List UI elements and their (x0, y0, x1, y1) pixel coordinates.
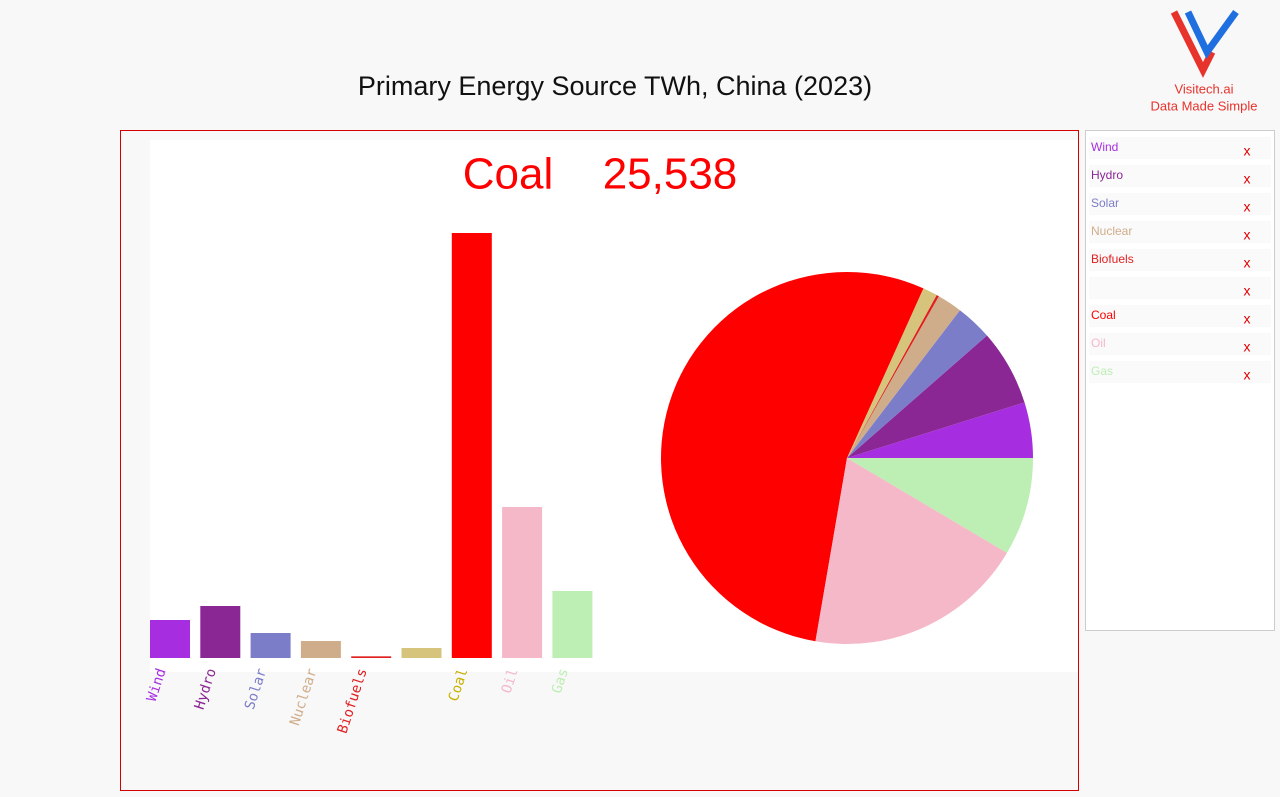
legend-label: Oil (1091, 336, 1106, 350)
pie-slice (847, 310, 987, 458)
legend-label: Coal (1091, 308, 1116, 322)
legend-row (1089, 221, 1271, 243)
bar (200, 605, 241, 658)
legend-label: Solar (1091, 196, 1119, 210)
pie-slice (847, 295, 939, 458)
legend-remove[interactable]: x (1244, 255, 1251, 271)
pie-slice (847, 288, 937, 458)
bar (451, 233, 492, 658)
logo-tagline: Data Made Simple (1151, 98, 1258, 113)
legend-label: Biofuels (1091, 252, 1134, 266)
pie-slice (847, 335, 1025, 458)
legend-remove[interactable]: x (1244, 367, 1251, 383)
legend-row (1089, 361, 1271, 383)
logo-brand: Visitech.ai (1174, 81, 1233, 96)
legend-remove[interactable]: x (1244, 199, 1251, 215)
bar (552, 590, 593, 658)
legend-remove[interactable]: x (1244, 339, 1251, 355)
legend-label: Hydro (1091, 168, 1123, 182)
legend-label: Wind (1091, 140, 1118, 154)
pie-slice (847, 402, 1033, 458)
logo-mark (1170, 10, 1216, 78)
pie-slice (661, 272, 924, 642)
bar (351, 656, 392, 658)
legend-row (1089, 249, 1271, 271)
bar (300, 640, 341, 658)
x-tick-label: Oil (499, 667, 522, 696)
pie-slice (847, 458, 1033, 553)
legend-row (1089, 333, 1271, 355)
legend-remove[interactable]: x (1244, 311, 1251, 327)
legend-remove[interactable]: x (1244, 283, 1251, 299)
bar (150, 620, 190, 658)
x-tick-label: Gas (549, 667, 572, 696)
chart-title: Primary Energy Source TWh, China (2023) (358, 71, 872, 101)
logo-mark (1184, 9, 1239, 59)
legend-label: Nuclear (1091, 224, 1132, 238)
bar (502, 506, 543, 658)
legend-row (1089, 305, 1271, 327)
highlight-value: 25,538 (603, 150, 738, 199)
legend-row (1089, 137, 1271, 159)
bar (250, 633, 291, 658)
logo: Visitech.ai Data Made Simple (1151, 9, 1258, 113)
highlight-category: Coal (463, 150, 554, 199)
legend-row (1089, 277, 1271, 299)
pie-slice (847, 296, 960, 458)
legend-remove[interactable]: x (1244, 171, 1251, 187)
legend-remove[interactable]: x (1244, 227, 1251, 243)
pie-slice (815, 458, 1007, 644)
bar (401, 647, 442, 658)
legend-remove[interactable]: x (1244, 143, 1251, 159)
legend-row (1089, 165, 1271, 187)
legend-row (1089, 193, 1271, 215)
legend-label: Gas (1091, 364, 1113, 378)
